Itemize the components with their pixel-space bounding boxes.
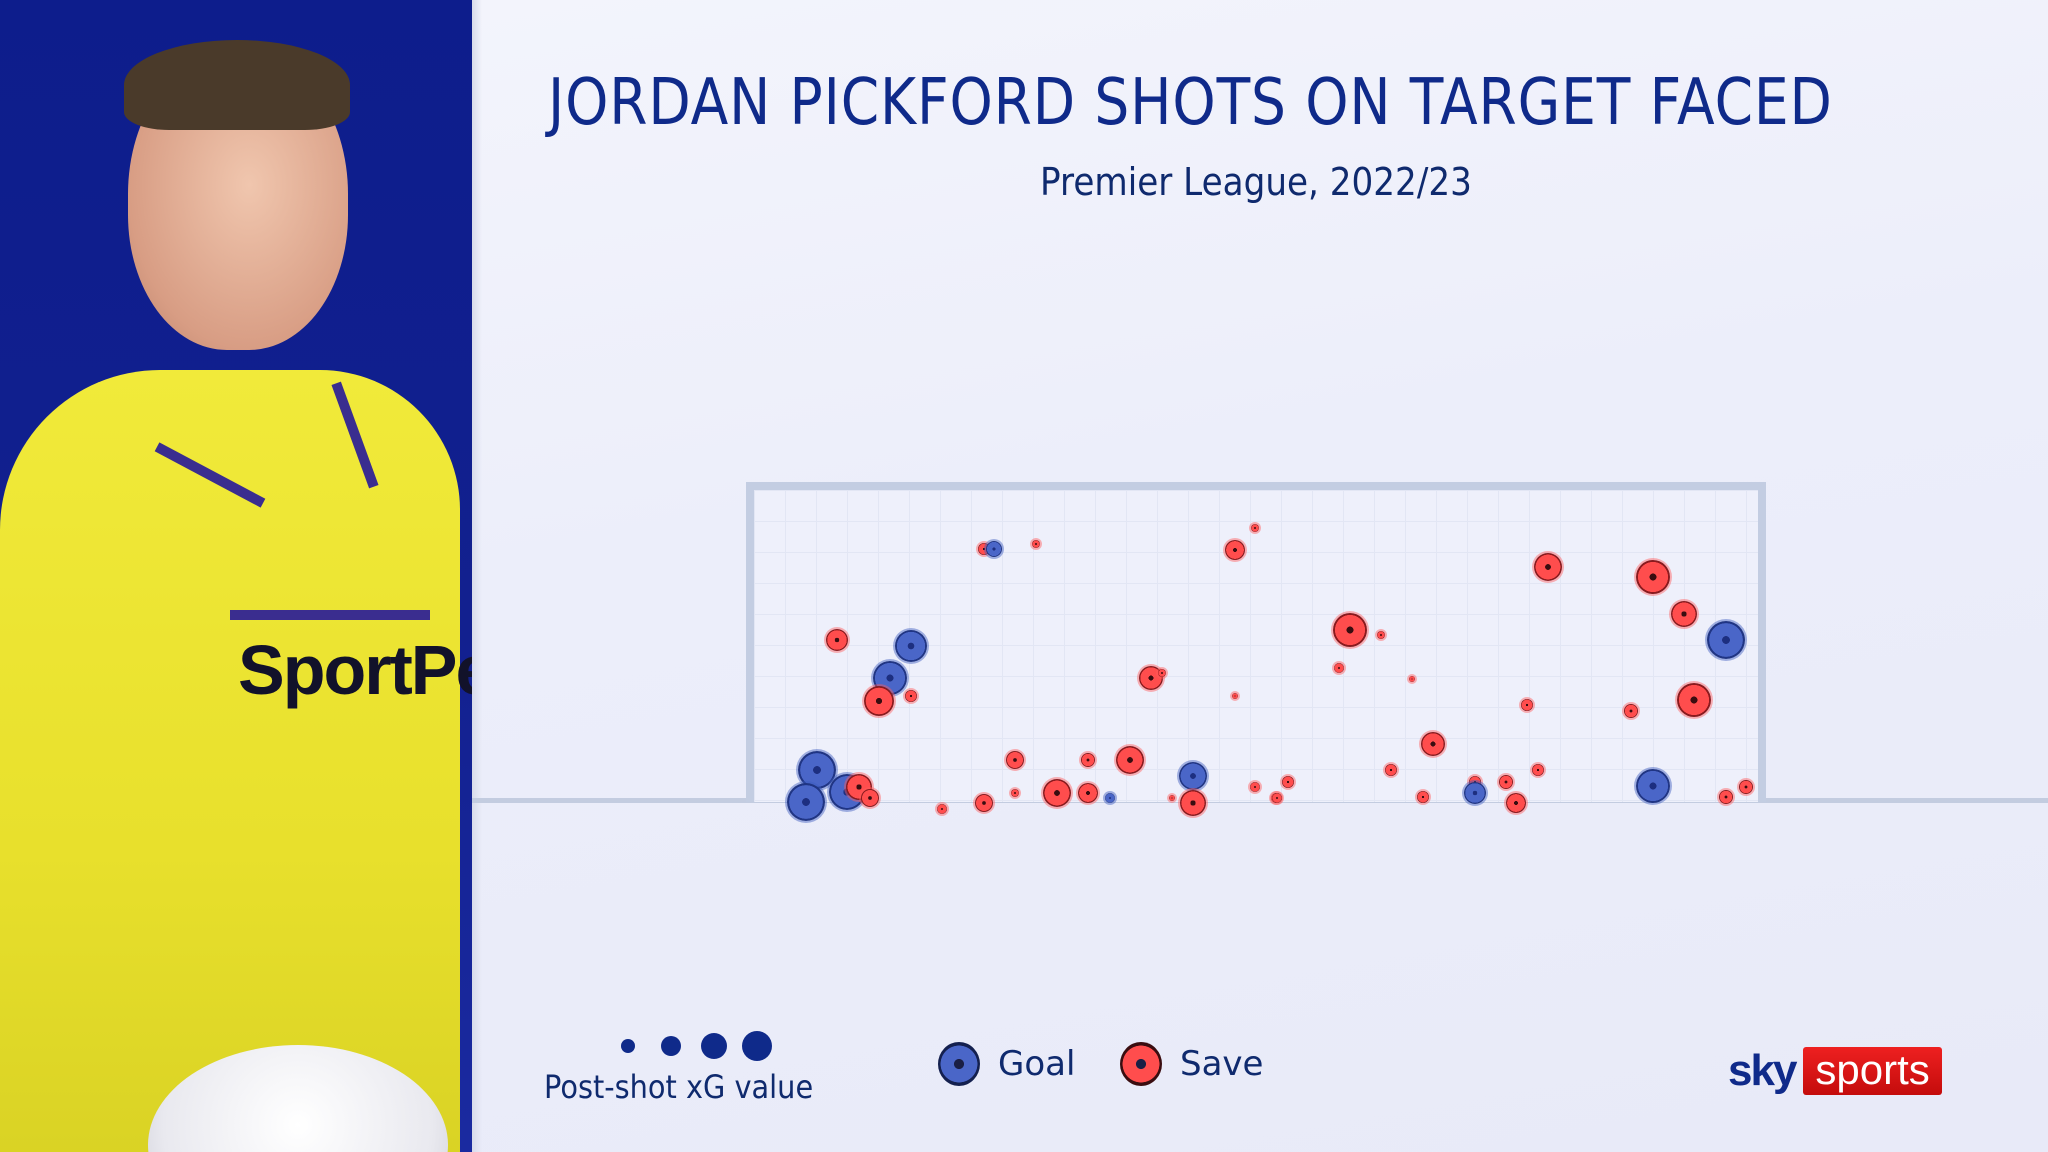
save-shot-marker <box>1158 669 1166 677</box>
save-shot-marker <box>1333 613 1367 647</box>
player-hair <box>124 40 350 130</box>
goal-shot-marker <box>1464 782 1486 804</box>
goal-ball-icon <box>938 1042 980 1086</box>
save-shot-marker <box>1251 524 1259 532</box>
save-shot-marker <box>1272 793 1282 803</box>
player-jersey <box>0 370 460 1152</box>
save-shot-marker <box>1671 601 1697 627</box>
save-shot-marker <box>1421 732 1445 756</box>
xg-size-dot <box>621 1039 635 1053</box>
save-shot-marker <box>1011 789 1019 797</box>
save-shot-marker <box>1169 795 1175 801</box>
jersey-stripe <box>230 610 430 620</box>
legend-save: Save <box>1120 1042 1263 1086</box>
save-shot-marker <box>1334 663 1344 673</box>
xg-size-legend-label: Post-shot xG value <box>544 1068 814 1106</box>
goal-shot-marker <box>1105 793 1115 803</box>
save-shot-marker <box>826 629 848 651</box>
save-shot-marker <box>1499 775 1513 789</box>
save-shot-marker <box>1116 746 1144 774</box>
save-shot-marker <box>1180 790 1206 816</box>
save-shot-marker <box>1377 631 1385 639</box>
chart-subtitle: Premier League, 2022/23 <box>1040 160 1472 204</box>
goal-shot-marker <box>787 783 825 821</box>
save-shot-marker <box>1532 764 1544 776</box>
save-shot-marker <box>1282 776 1294 788</box>
goal-shot-marker <box>1179 762 1207 790</box>
sky-sports-logo: sky sports <box>1728 1046 1942 1096</box>
goal-shot-marker <box>798 751 836 789</box>
jersey-sponsor: SportPesa <box>238 631 472 709</box>
save-shot-marker <box>937 804 947 814</box>
save-shot-marker <box>1232 693 1238 699</box>
goal-shot-marker <box>895 630 927 662</box>
xg-size-dot <box>742 1031 772 1061</box>
save-shot-marker <box>1043 779 1071 807</box>
xg-size-legend <box>545 1030 845 1070</box>
save-shot-marker <box>1385 764 1397 776</box>
save-ball-icon <box>1120 1042 1162 1086</box>
save-shot-marker <box>1409 676 1415 682</box>
save-shot-marker <box>861 789 879 807</box>
legend-goal: Goal <box>938 1042 1075 1086</box>
save-shot-marker <box>1225 540 1245 560</box>
save-shot-marker <box>1739 780 1753 794</box>
panel-divider <box>472 0 482 1152</box>
save-shot-marker <box>1677 683 1711 717</box>
save-shot-marker <box>864 686 894 716</box>
legend-goal-label: Goal <box>998 1044 1076 1084</box>
save-shot-marker <box>1719 790 1733 804</box>
save-shot-marker <box>1081 753 1095 767</box>
save-shot-marker <box>1506 793 1526 813</box>
save-shot-marker <box>1006 751 1024 769</box>
logo-sky: sky <box>1728 1046 1797 1095</box>
goal-shot-marker <box>1636 769 1670 803</box>
goal-shot-marker <box>986 541 1002 557</box>
save-shot-marker <box>1636 560 1670 594</box>
player-photo-panel: SportPesa <box>0 0 472 1152</box>
logo-sports: sports <box>1803 1047 1942 1095</box>
save-shot-marker <box>905 690 917 702</box>
save-shot-marker <box>1521 699 1533 711</box>
xg-size-dot <box>661 1036 681 1056</box>
save-shot-marker <box>1417 791 1429 803</box>
save-shot-marker <box>1534 553 1562 581</box>
save-shot-marker <box>1032 540 1040 548</box>
xg-size-dot <box>701 1033 727 1059</box>
save-shot-marker <box>1250 782 1260 792</box>
goal-shot-marker <box>1707 621 1745 659</box>
chart-title: JORDAN PICKFORD SHOTS ON TARGET FACED <box>548 66 1833 140</box>
save-shot-marker <box>1624 704 1638 718</box>
save-shot-marker <box>975 794 993 812</box>
legend-save-label: Save <box>1180 1044 1264 1084</box>
save-shot-marker <box>1078 783 1098 803</box>
